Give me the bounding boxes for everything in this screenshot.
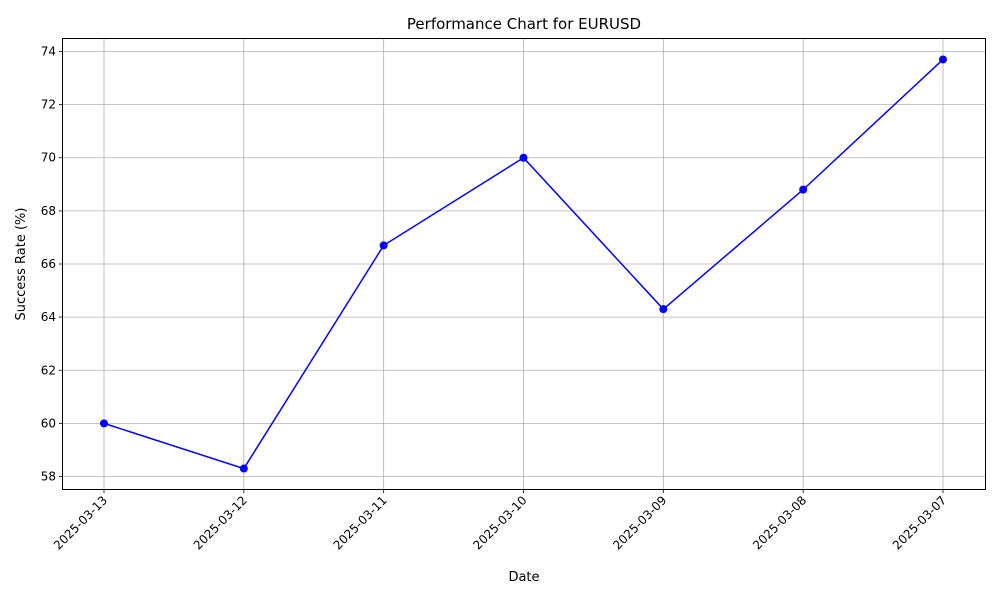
data-point bbox=[379, 241, 388, 250]
data-point bbox=[659, 305, 668, 314]
x-tick-label: 2025-03-10 bbox=[470, 493, 529, 552]
y-tick-label: 74 bbox=[41, 44, 56, 58]
x-tick-label: 2025-03-08 bbox=[750, 493, 809, 552]
y-tick-label: 68 bbox=[41, 204, 56, 218]
data-point bbox=[799, 185, 808, 194]
data-point bbox=[239, 464, 248, 473]
x-axis-label: Date bbox=[508, 570, 539, 585]
y-tick-label: 64 bbox=[41, 310, 56, 324]
y-tick-label: 66 bbox=[41, 257, 56, 271]
x-tick-label: 2025-03-13 bbox=[51, 493, 110, 552]
data-point bbox=[100, 419, 108, 428]
x-tick-label: 2025-03-11 bbox=[331, 493, 390, 552]
y-tick-label: 62 bbox=[41, 363, 56, 377]
chart-title: Performance Chart for EURUSD bbox=[407, 15, 641, 33]
y-axis-label: Success Rate (%) bbox=[14, 208, 29, 321]
y-tick-label: 58 bbox=[41, 470, 56, 484]
y-axis: 58 60 62 64 66 68 70 72 74 bbox=[41, 44, 63, 484]
data-point bbox=[519, 153, 528, 162]
series-layer bbox=[100, 55, 947, 473]
x-tick-label: 2025-03-09 bbox=[610, 493, 669, 552]
x-axis: 2025-03-13 2025-03-12 2025-03-11 2025-03-10… bbox=[51, 489, 949, 552]
x-tick-label: 2025-03-12 bbox=[191, 493, 250, 552]
x-tick-label: 2025-03-07 bbox=[890, 493, 949, 552]
grid bbox=[63, 39, 985, 489]
y-tick-label: 72 bbox=[41, 98, 56, 112]
y-tick-label: 70 bbox=[41, 151, 56, 165]
data-point bbox=[939, 55, 947, 64]
y-tick-label: 60 bbox=[41, 416, 56, 430]
